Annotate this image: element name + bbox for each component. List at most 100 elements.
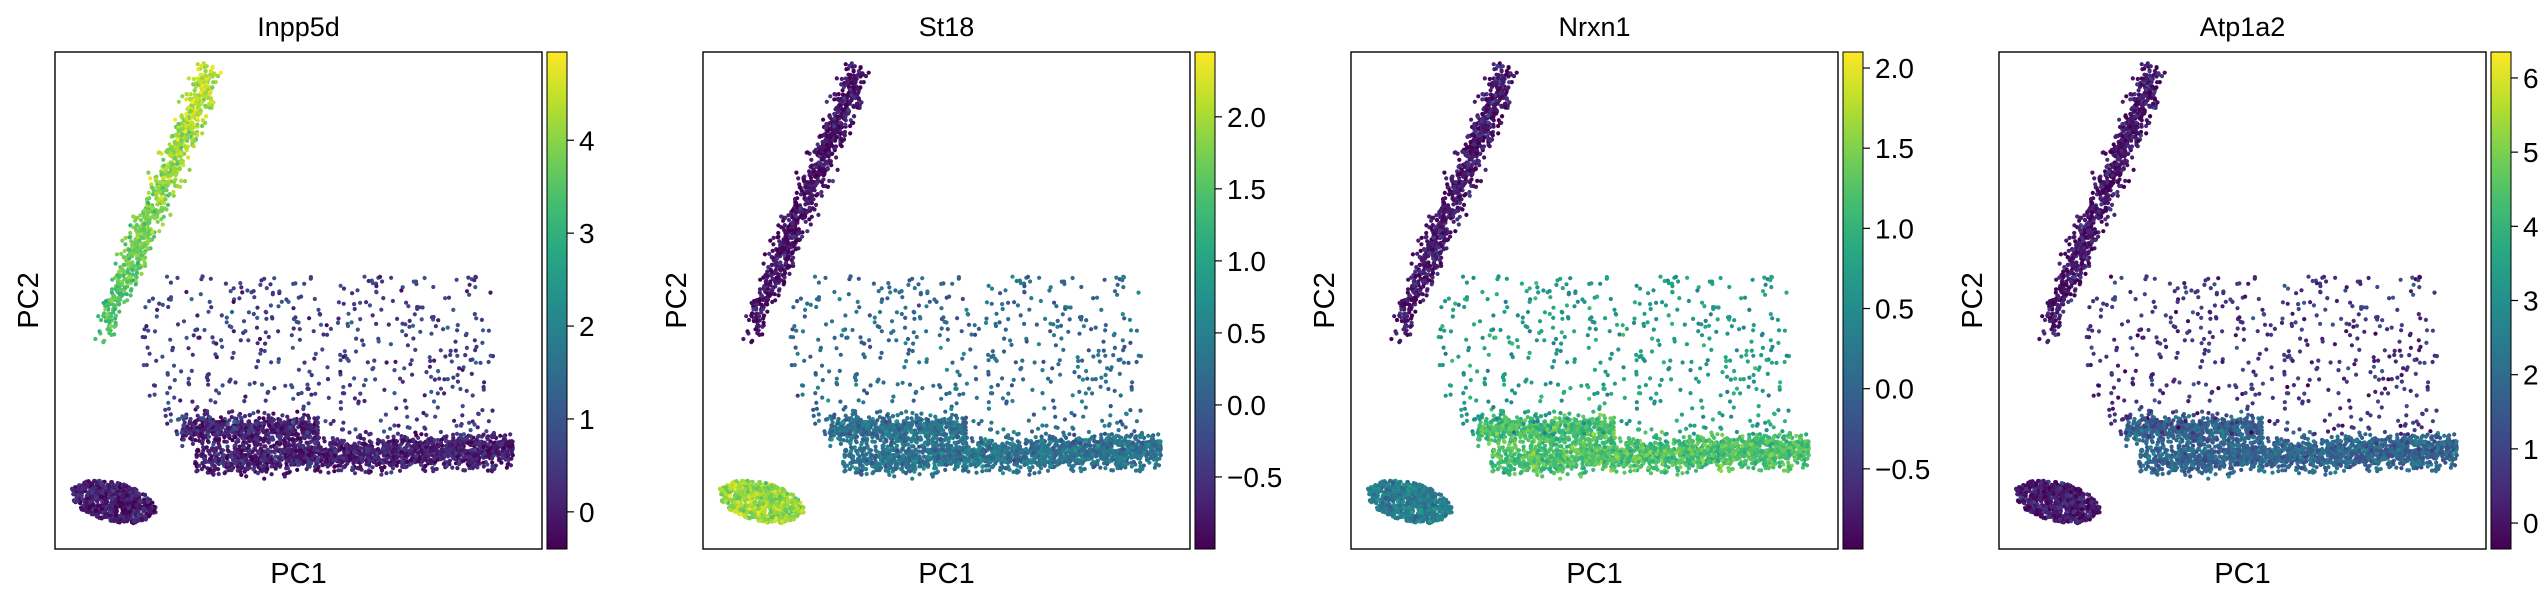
data-point bbox=[486, 359, 491, 365]
data-point bbox=[105, 482, 110, 487]
data-point bbox=[244, 440, 249, 445]
data-point bbox=[378, 418, 383, 423]
data-point bbox=[187, 130, 192, 135]
data-point bbox=[69, 486, 75, 491]
data-point bbox=[90, 512, 95, 517]
data-point bbox=[475, 465, 480, 470]
data-point bbox=[105, 312, 110, 317]
data-point bbox=[341, 301, 346, 306]
data-point bbox=[265, 466, 270, 471]
data-point bbox=[105, 327, 110, 332]
data-point bbox=[475, 462, 480, 467]
data-point bbox=[251, 411, 256, 416]
data-point bbox=[166, 164, 171, 169]
data-point bbox=[108, 510, 113, 515]
data-point bbox=[204, 445, 209, 450]
data-point bbox=[222, 435, 227, 440]
data-point bbox=[249, 423, 254, 428]
data-point bbox=[183, 414, 188, 419]
data-point bbox=[117, 296, 122, 301]
data-point bbox=[285, 431, 291, 436]
data-point bbox=[141, 228, 146, 233]
data-point bbox=[127, 510, 132, 515]
data-point bbox=[152, 383, 158, 388]
data-point bbox=[168, 212, 173, 217]
data-point bbox=[400, 379, 405, 384]
data-point bbox=[145, 499, 151, 504]
data-point bbox=[429, 331, 434, 336]
data-point bbox=[455, 323, 460, 328]
data-point bbox=[280, 430, 286, 435]
data-point bbox=[324, 323, 329, 328]
data-point bbox=[336, 468, 341, 473]
data-point bbox=[208, 89, 213, 94]
data-point bbox=[273, 423, 278, 428]
data-point bbox=[97, 503, 102, 508]
data-point bbox=[424, 413, 429, 418]
data-point bbox=[391, 439, 396, 444]
data-point bbox=[237, 296, 242, 301]
data-point bbox=[336, 455, 341, 460]
data-point bbox=[95, 499, 100, 504]
data-point bbox=[198, 80, 203, 85]
data-point bbox=[251, 289, 256, 294]
data-point bbox=[202, 434, 207, 439]
data-point bbox=[295, 467, 300, 472]
data-point bbox=[332, 469, 337, 474]
data-point bbox=[227, 379, 232, 384]
data-point bbox=[208, 97, 214, 102]
data-point bbox=[746, 317, 752, 323]
data-point bbox=[170, 171, 175, 176]
data-point bbox=[318, 312, 323, 317]
data-point bbox=[237, 446, 242, 451]
data-point bbox=[460, 413, 465, 418]
data-point bbox=[484, 429, 489, 434]
data-point bbox=[335, 320, 341, 325]
data-point bbox=[147, 196, 152, 201]
data-point bbox=[240, 290, 245, 295]
data-point bbox=[350, 465, 355, 470]
data-point bbox=[113, 320, 118, 325]
data-point bbox=[363, 429, 368, 435]
data-point bbox=[379, 307, 384, 312]
data-point bbox=[463, 353, 468, 358]
data-point bbox=[145, 345, 150, 350]
data-point bbox=[464, 289, 470, 294]
data-point bbox=[273, 454, 278, 459]
data-point bbox=[147, 393, 152, 398]
data-point bbox=[116, 281, 121, 286]
data-point bbox=[341, 456, 346, 461]
data-point bbox=[109, 500, 114, 506]
data-point bbox=[469, 451, 474, 456]
data-point bbox=[94, 513, 99, 518]
data-point bbox=[254, 432, 259, 437]
data-point bbox=[429, 374, 434, 379]
data-point bbox=[766, 265, 771, 270]
data-point bbox=[168, 280, 173, 285]
data-point bbox=[105, 500, 110, 505]
data-point bbox=[389, 470, 394, 475]
data-point bbox=[812, 207, 817, 212]
data-point bbox=[103, 318, 108, 324]
data-point bbox=[241, 319, 247, 324]
data-point bbox=[203, 94, 208, 100]
data-point bbox=[129, 239, 134, 244]
data-point bbox=[109, 314, 114, 319]
data-point bbox=[155, 219, 160, 224]
data-point bbox=[284, 458, 289, 463]
data-point bbox=[302, 433, 307, 438]
data-point bbox=[216, 471, 221, 477]
data-point bbox=[97, 489, 102, 494]
data-point bbox=[400, 329, 405, 334]
data-point bbox=[106, 486, 112, 491]
data-point bbox=[196, 448, 201, 453]
data-point bbox=[203, 73, 208, 78]
data-point bbox=[170, 348, 175, 353]
data-point bbox=[190, 120, 195, 125]
data-point bbox=[368, 431, 373, 436]
data-point bbox=[180, 160, 185, 165]
data-point bbox=[263, 341, 268, 346]
data-point bbox=[380, 279, 385, 284]
data-point bbox=[253, 454, 258, 459]
data-point bbox=[258, 351, 263, 356]
